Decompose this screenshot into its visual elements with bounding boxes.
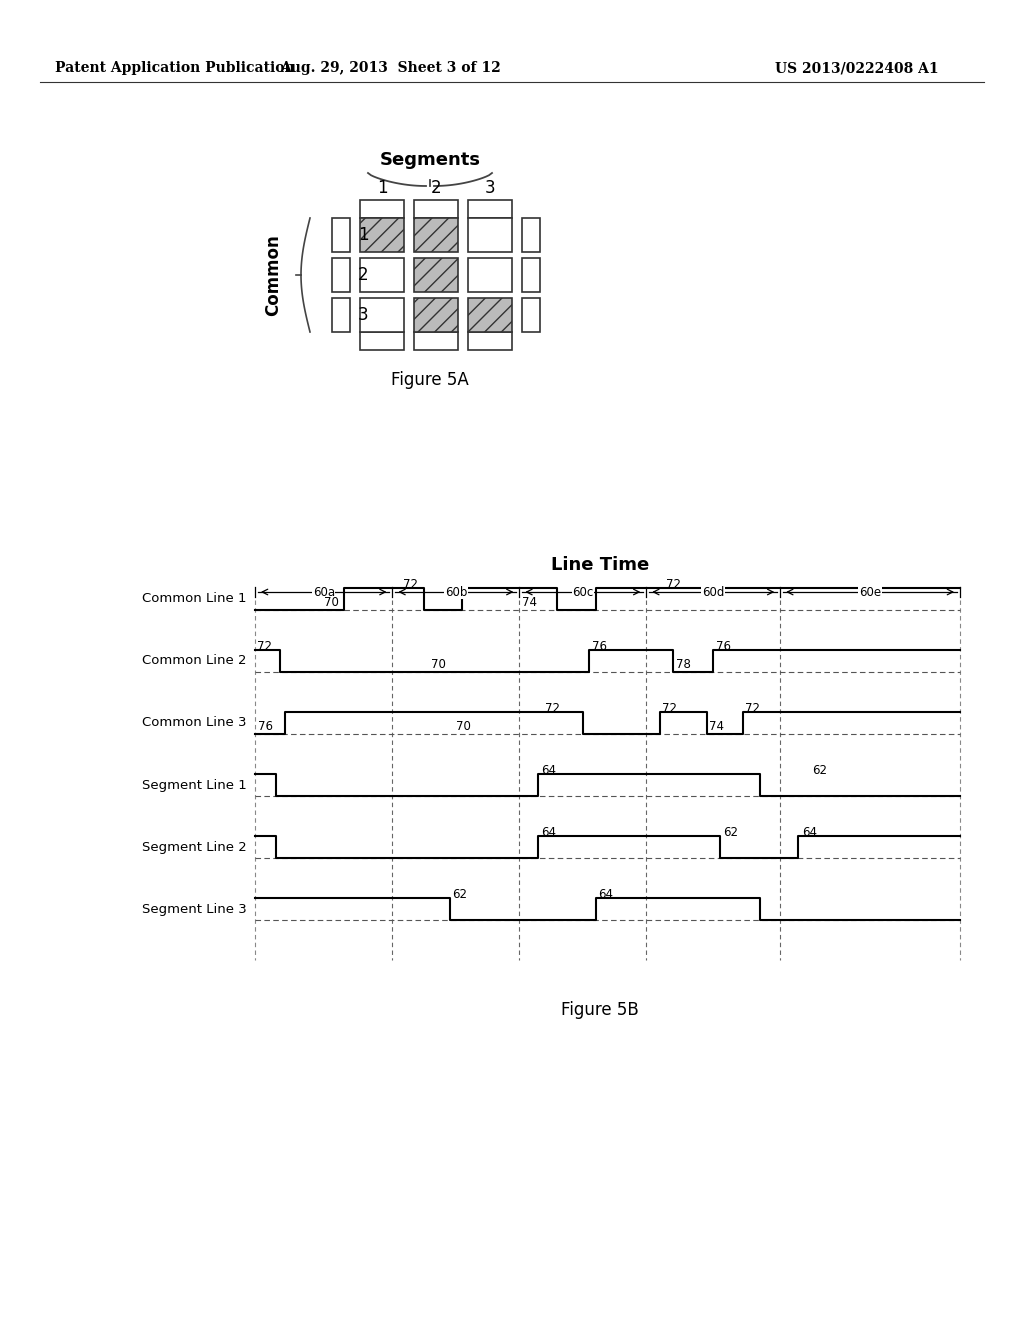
Text: 62: 62 (723, 826, 737, 840)
Text: 64: 64 (541, 826, 556, 840)
Text: 62: 62 (453, 888, 467, 902)
Text: Line Time: Line Time (551, 556, 649, 574)
Text: Common Line 3: Common Line 3 (142, 717, 247, 730)
Text: 76: 76 (258, 719, 272, 733)
Text: 2: 2 (358, 267, 369, 284)
Bar (468, 201, 512, 218)
Text: Common Line 1: Common Line 1 (142, 593, 247, 606)
Text: Figure 5A: Figure 5A (391, 371, 469, 389)
Text: 72: 72 (545, 702, 560, 715)
Text: Aug. 29, 2013  Sheet 3 of 12: Aug. 29, 2013 Sheet 3 of 12 (280, 61, 501, 75)
Bar (360, 298, 404, 333)
Text: 62: 62 (813, 764, 827, 777)
Bar (522, 298, 540, 333)
Text: 70: 70 (456, 719, 471, 733)
Bar (414, 257, 458, 292)
Text: 1: 1 (377, 180, 387, 197)
Text: US 2013/0222408 A1: US 2013/0222408 A1 (775, 61, 939, 75)
Text: 78: 78 (676, 657, 690, 671)
Text: Segment Line 1: Segment Line 1 (142, 779, 247, 792)
Text: 60d: 60d (702, 586, 724, 598)
Bar (468, 257, 512, 292)
Bar (414, 201, 458, 218)
Bar (522, 257, 540, 292)
Bar (468, 298, 512, 333)
Text: Segments: Segments (380, 150, 480, 169)
Bar (360, 201, 404, 218)
Text: 64: 64 (802, 826, 817, 840)
Text: 76: 76 (592, 640, 606, 653)
Bar (414, 218, 458, 252)
Bar (468, 218, 512, 252)
Text: 74: 74 (522, 595, 538, 609)
Text: 72: 72 (402, 578, 418, 591)
Text: 1: 1 (358, 226, 369, 244)
Text: Common Line 2: Common Line 2 (142, 655, 247, 668)
Text: 76: 76 (716, 640, 731, 653)
Bar (332, 298, 350, 333)
Text: 72: 72 (667, 578, 681, 591)
Bar (360, 218, 404, 252)
Text: 3: 3 (358, 306, 369, 323)
Bar (468, 333, 512, 350)
Text: 60e: 60e (859, 586, 882, 598)
Text: Figure 5B: Figure 5B (561, 1001, 639, 1019)
Text: 72: 72 (663, 702, 677, 715)
Text: Common: Common (264, 234, 282, 315)
Text: 72: 72 (745, 702, 761, 715)
Bar (332, 257, 350, 292)
Text: 70: 70 (430, 657, 445, 671)
Text: Patent Application Publication: Patent Application Publication (55, 61, 295, 75)
Text: Segment Line 3: Segment Line 3 (142, 903, 247, 916)
Bar (360, 333, 404, 350)
Bar (414, 298, 458, 333)
Text: 60c: 60c (572, 586, 594, 598)
Text: 60b: 60b (444, 586, 467, 598)
Text: 70: 70 (324, 595, 339, 609)
Text: 72: 72 (257, 640, 272, 653)
Text: 64: 64 (598, 888, 613, 902)
Bar (332, 218, 350, 252)
Bar (414, 333, 458, 350)
Text: 2: 2 (431, 180, 441, 197)
Text: 60a: 60a (312, 586, 335, 598)
Text: Segment Line 2: Segment Line 2 (142, 841, 247, 854)
Text: 64: 64 (541, 764, 556, 777)
Bar (522, 218, 540, 252)
Bar (360, 257, 404, 292)
Text: 3: 3 (484, 180, 496, 197)
Text: 74: 74 (710, 719, 724, 733)
